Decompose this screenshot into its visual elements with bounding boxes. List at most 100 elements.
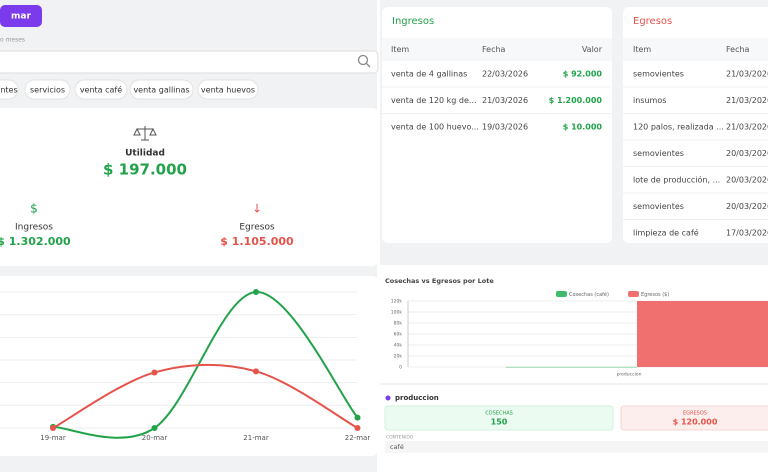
filter-chip-label[interactable]: venta café: [80, 85, 122, 95]
table-cell: 21/03/2026: [726, 70, 768, 79]
table-header-cell: Item: [391, 45, 409, 54]
table-cell: 20/03/2026: [726, 202, 768, 211]
x-tick-label: 21-mar: [243, 434, 269, 442]
field-value: café: [390, 443, 404, 451]
month-button-label[interactable]: mar: [11, 12, 31, 22]
legend-label: Cosechas (café): [569, 291, 609, 298]
filter-chip[interactable]: [24, 79, 71, 100]
ingresos-value: $ 1.302.000: [0, 235, 71, 248]
legend-label: Egresos ($): [641, 292, 669, 298]
table-cell: venta de 100 huevo...: [391, 123, 479, 132]
hint: o meses: [0, 37, 25, 44]
y-tick-label: 100k: [391, 310, 403, 316]
table-cell: semovientes: [633, 70, 684, 79]
ingresos-card: [382, 7, 612, 243]
filter-chip[interactable]: [0, 79, 19, 100]
egresos-box-label: EGRESOS: [683, 411, 707, 417]
cosechas-label: COSECHAS: [485, 411, 513, 417]
x-tick-label: 22-mar: [345, 434, 371, 442]
legend-swatch: [628, 291, 639, 297]
line-point: [253, 368, 259, 375]
table-cell: 21/03/2026: [726, 123, 768, 132]
y-tick-label: 120k: [391, 299, 403, 305]
filter-chip[interactable]: [197, 79, 259, 100]
table-cell: 20/03/2026: [726, 149, 768, 158]
table-cell: 120 palos, realizada ...: [633, 123, 724, 132]
filter-chip[interactable]: [74, 79, 128, 100]
ingresos-label: Ingresos: [15, 223, 53, 233]
utilidad-label: Utilidad: [125, 149, 165, 159]
table-cell: $ 10.000: [563, 123, 603, 132]
filter-chip-label[interactable]: servicios: [30, 86, 65, 95]
table-cell: semovientes: [633, 202, 684, 211]
y-tick-label: 0: [399, 365, 402, 371]
line-point: [253, 289, 259, 295]
filter-chip-label[interactable]: ntes: [0, 86, 17, 95]
table-header: [382, 38, 612, 61]
table-cell: semovientes: [633, 149, 684, 158]
table-cell: $ 92.000: [563, 70, 603, 79]
egresos-box: [620, 405, 768, 431]
x-tick-label: produccion: [617, 372, 642, 378]
bar: [506, 366, 637, 368]
line-point: [151, 369, 158, 376]
legend-swatch: [556, 291, 567, 297]
table-cell: venta de 120 kg de...: [391, 96, 477, 105]
line-point: [354, 414, 361, 421]
cosechas-value: 150: [491, 418, 508, 427]
y-tick-label: 20k: [394, 354, 403, 360]
lot-name: produccion: [395, 394, 439, 402]
line-point: [151, 425, 158, 431]
table-cell: $ 1.200.000: [549, 96, 603, 105]
table-cell: limpieza de café: [633, 228, 699, 238]
line-series: [52, 363, 358, 429]
utilidad-value: $ 197.000: [103, 161, 187, 179]
filter-chip-label[interactable]: venta huevos: [201, 86, 255, 95]
table-cell: 21/03/2026: [482, 96, 528, 105]
table-header-cell: Valor: [582, 45, 603, 54]
x-tick-label: 20-mar: [142, 434, 168, 442]
table-cell: lote de producción, ...: [633, 175, 720, 185]
egresos-box-value: $ 120.000: [673, 418, 718, 427]
summary-card: [0, 108, 378, 266]
table-cell: 21/03/2026: [726, 96, 768, 105]
search-icon: [366, 63, 371, 68]
y-tick-label: 40k: [394, 343, 403, 349]
ingresos-title: Ingresos: [392, 16, 434, 27]
search-box[interactable]: [0, 50, 379, 74]
table-cell: 20/03/2026: [726, 176, 768, 185]
search-icon[interactable]: [357, 54, 369, 66]
table-cell: insumos: [633, 96, 666, 105]
filter-chip[interactable]: [129, 79, 194, 100]
x-tick-label: 19-mar: [40, 434, 66, 442]
y-tick-label: 60k: [394, 332, 403, 338]
table-cell: 17/03/2026: [726, 229, 768, 238]
y-tick-label: 80k: [394, 321, 403, 327]
table-header-cell: Fecha: [482, 45, 506, 54]
bar: [637, 301, 768, 367]
line-series: [52, 290, 359, 439]
table-header-cell: Item: [633, 45, 651, 54]
egresos-value: $ 1.105.000: [220, 235, 294, 248]
egresos-label: Egresos: [239, 223, 275, 233]
table-header-cell: Fecha: [726, 45, 750, 54]
table-cell: venta de 4 gallinas: [391, 70, 467, 79]
cosechas-box: [384, 405, 614, 431]
field: [385, 441, 768, 453]
lot-panel: [380, 265, 768, 472]
egresos-icon: ↓: [252, 202, 262, 216]
bar-chart-title: Cosechas vs Egresos por Lote: [385, 277, 494, 285]
month-button[interactable]: [0, 5, 42, 27]
divider: [377, 0, 380, 472]
table-cell: 19/03/2026: [482, 123, 528, 132]
lot-dot: [385, 395, 391, 401]
ingresos-icon: $: [30, 202, 38, 216]
filter-chip-label[interactable]: venta gallinas: [133, 86, 189, 95]
egresos-title: Egresos: [633, 16, 672, 27]
egresos-card: [623, 7, 768, 243]
line-point: [354, 425, 361, 431]
scale-icon: [133, 126, 157, 141]
table-cell: 22/03/2026: [482, 70, 528, 79]
